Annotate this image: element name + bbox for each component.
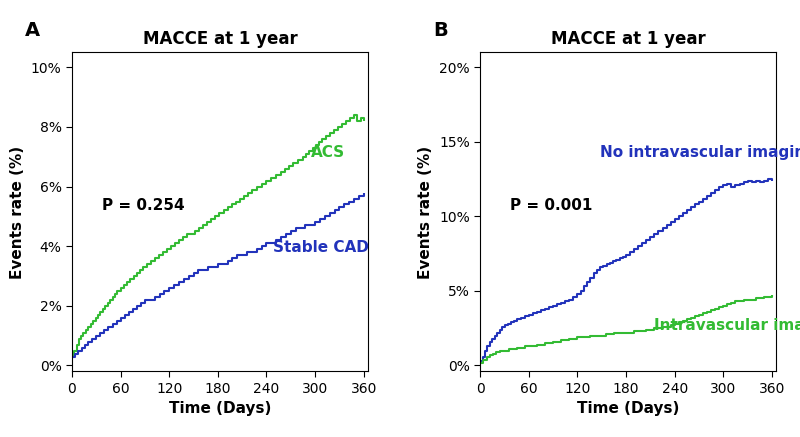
Text: P = 0.254: P = 0.254 <box>102 198 184 213</box>
Text: Intravascular imaging: Intravascular imaging <box>654 318 800 333</box>
Y-axis label: Events rate (%): Events rate (%) <box>10 146 26 278</box>
Title: MACCE at 1 year: MACCE at 1 year <box>550 30 706 48</box>
Title: MACCE at 1 year: MACCE at 1 year <box>142 30 298 48</box>
X-axis label: Time (Days): Time (Days) <box>577 402 679 416</box>
X-axis label: Time (Days): Time (Days) <box>169 402 271 416</box>
Text: Stable CAD: Stable CAD <box>273 240 369 255</box>
Text: B: B <box>433 21 448 39</box>
Text: No intravascular imaging: No intravascular imaging <box>600 145 800 160</box>
Text: ACS: ACS <box>311 145 345 160</box>
Text: A: A <box>25 21 40 39</box>
Y-axis label: Events rate (%): Events rate (%) <box>418 146 434 278</box>
Text: P = 0.001: P = 0.001 <box>510 198 592 213</box>
